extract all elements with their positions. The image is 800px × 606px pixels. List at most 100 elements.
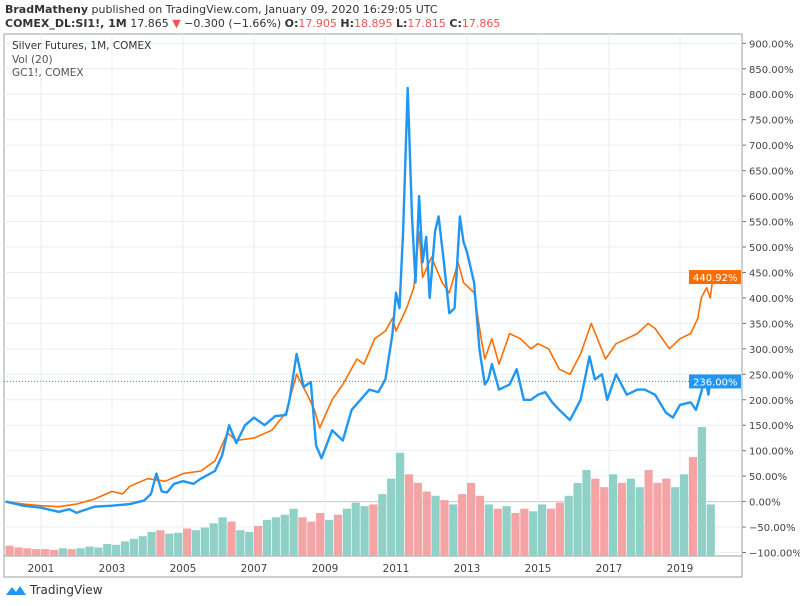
- gold-line: [5, 230, 714, 508]
- legend-volume[interactable]: Vol (20): [12, 54, 53, 66]
- volume-bar: [617, 482, 627, 556]
- volume-bar: [147, 531, 156, 556]
- volume-bar: [307, 521, 316, 556]
- volume-bar: [280, 514, 289, 556]
- volume-bar: [458, 494, 467, 556]
- volume-bar: [120, 541, 130, 556]
- volume-bar: [5, 545, 14, 556]
- volume-bar: [289, 508, 298, 556]
- low-label: L:: [395, 17, 408, 30]
- x-tick-label: 2017: [596, 563, 623, 575]
- y-tick-label: 150.00%: [749, 421, 794, 432]
- volume-bar: [156, 530, 165, 556]
- volume-bar: [582, 470, 591, 556]
- volume-bar: [378, 494, 387, 556]
- y-tick-label: −50.00%: [749, 523, 796, 534]
- volume-bar: [271, 517, 280, 556]
- volume-bar: [671, 487, 680, 556]
- volume-bar: [218, 517, 227, 556]
- legend-silver[interactable]: Silver Futures, 1M, COMEX: [12, 40, 152, 52]
- x-tick-label: 2009: [312, 563, 339, 575]
- volume-bar: [680, 474, 689, 556]
- volume-bar: [360, 506, 369, 556]
- volume-bar: [626, 478, 635, 556]
- symbol: COMEX_DL:SI1!, 1M: [5, 17, 127, 30]
- volume-bar: [333, 514, 343, 556]
- volume-bar: [85, 546, 94, 556]
- volume-bar: [413, 482, 422, 556]
- volume-bar: [404, 474, 414, 556]
- open-label: O:: [284, 17, 299, 30]
- volume-bar: [32, 549, 41, 556]
- volume-bar: [635, 487, 644, 556]
- volume-bar: [76, 548, 85, 556]
- volume-bar: [369, 504, 378, 556]
- volume-bar: [191, 530, 201, 556]
- y-tick-label: 250.00%: [749, 370, 794, 381]
- y-tick-label: 350.00%: [749, 319, 794, 330]
- volume-bar: [325, 519, 334, 556]
- volume-bar: [236, 530, 245, 556]
- y-tick-label: 850.00%: [749, 65, 794, 76]
- x-tick-label: 2005: [170, 563, 197, 575]
- gold-last-label: 440.92%: [693, 273, 738, 284]
- volume-bar: [227, 521, 236, 556]
- volume-bar: [644, 470, 653, 556]
- volume-bar: [697, 427, 706, 556]
- tradingview-logo[interactable]: TradingView: [5, 583, 103, 597]
- x-tick-label: 2001: [28, 563, 55, 575]
- volume-bar: [502, 506, 511, 556]
- volume-bar: [94, 547, 103, 556]
- volume-bar: [449, 504, 458, 556]
- volume-bar: [49, 549, 59, 556]
- volume-bar: [103, 543, 112, 556]
- high-label: H:: [340, 17, 354, 30]
- gold-last-label-bg: [689, 270, 741, 285]
- y-tick-label: −100.00%: [749, 549, 800, 560]
- volume-bar: [298, 517, 307, 556]
- author-link[interactable]: BradMatheny: [5, 3, 89, 16]
- volume-bar: [245, 531, 254, 556]
- volume-bar: [129, 538, 138, 556]
- volume-bar: [209, 523, 218, 556]
- last-price: 17.865: [130, 17, 169, 30]
- y-tick-label: 550.00%: [749, 218, 794, 229]
- y-tick-label: 600.00%: [749, 192, 794, 203]
- volume-bar: [662, 478, 671, 556]
- publish-info: BradMatheny published on TradingView.com…: [5, 3, 438, 16]
- volume-bar: [467, 482, 476, 556]
- legend-gold[interactable]: GC1!, COMEX: [12, 67, 84, 79]
- y-tick-label: 800.00%: [749, 90, 794, 101]
- y-tick-label: 650.00%: [749, 167, 794, 178]
- volume-bar: [520, 508, 529, 556]
- x-tick-label: 2007: [241, 563, 268, 575]
- volume-bar: [67, 549, 76, 556]
- low-value: 17.815: [407, 17, 446, 30]
- volume-bar: [546, 508, 556, 556]
- price-change: −0.300 (−1.66%): [184, 17, 282, 30]
- volume-bar: [573, 482, 582, 556]
- down-arrow-icon: ▼: [172, 17, 181, 30]
- volume-bar: [351, 502, 360, 556]
- volume-bar: [653, 482, 662, 556]
- volume-bar: [538, 504, 547, 556]
- volume-bar: [58, 548, 67, 556]
- volume-bar: [431, 495, 440, 556]
- volume-bar: [200, 527, 209, 556]
- volume-bar: [475, 495, 485, 556]
- volume-bar: [511, 513, 520, 556]
- volume-bar: [254, 525, 263, 556]
- volume-bar: [555, 502, 564, 556]
- published-text: published on TradingView.com, January 09…: [91, 3, 438, 16]
- volume-bar: [14, 547, 23, 556]
- volume-bar: [688, 457, 698, 556]
- volume-bar: [493, 508, 502, 556]
- y-tick-label: 500.00%: [749, 243, 794, 254]
- volume-bar: [706, 504, 715, 556]
- volume-bar: [387, 478, 396, 556]
- y-tick-label: 450.00%: [749, 268, 794, 279]
- volume-bar: [591, 478, 600, 556]
- x-tick-label: 2003: [99, 563, 126, 575]
- volume-bar: [112, 544, 121, 556]
